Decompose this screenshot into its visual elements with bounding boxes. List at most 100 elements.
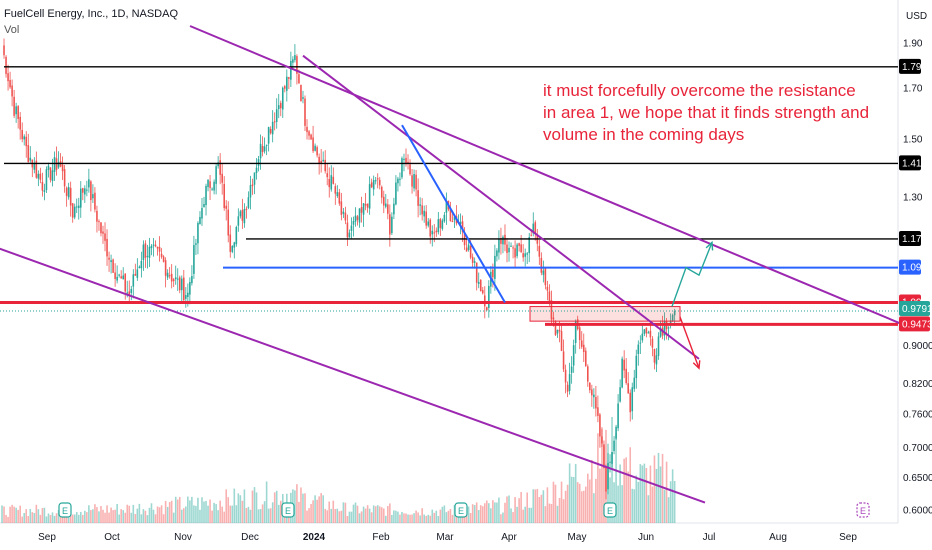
time-axis: Sep Oct Nov Dec 2024 Feb Mar Apr May Jun Jul Aug Sep… (38, 502, 870, 543)
candle-body (47, 165, 50, 170)
candle-body (183, 277, 185, 301)
candle-body (352, 221, 355, 225)
volume-bar (90, 510, 92, 523)
volume-bar (667, 497, 670, 523)
volume-bar (261, 504, 264, 523)
volume-bar (53, 515, 56, 523)
candle-body (116, 276, 118, 281)
candle-body (223, 183, 225, 209)
candle-body (520, 244, 522, 253)
candle-body (403, 158, 405, 161)
candle-body (370, 182, 373, 188)
volume-bar (631, 488, 634, 523)
volume-bar (411, 514, 413, 523)
level-price-label (899, 230, 921, 246)
price-tick-label: 1.90 (903, 39, 923, 50)
candle-body (316, 147, 318, 156)
candle-body (215, 166, 217, 184)
volume-bar (570, 476, 573, 523)
volume-bar (615, 433, 617, 523)
candle-body (176, 278, 179, 280)
candle-body (53, 157, 56, 172)
volume-bar (407, 514, 409, 523)
volume-bar (637, 481, 640, 523)
volume-bar (296, 484, 298, 523)
volume-bar (595, 478, 597, 523)
volume-bar (360, 511, 363, 523)
volume-bar (342, 502, 345, 523)
volume-bar (88, 505, 90, 523)
candle-body (411, 175, 413, 187)
candle-body (627, 383, 629, 394)
candle-body (643, 329, 646, 334)
candle-body (39, 173, 42, 180)
volume-bar (629, 447, 632, 523)
volume-bar (330, 508, 333, 523)
candle-body (106, 238, 108, 257)
volume-bar (138, 503, 141, 523)
volume-bar (96, 507, 98, 523)
candle-body (346, 222, 349, 238)
volume-bar (25, 509, 28, 523)
candle-body (405, 157, 407, 165)
candle-body (284, 86, 286, 89)
candle-body (524, 253, 526, 257)
volume-bar (508, 495, 510, 523)
candle-body (356, 216, 359, 221)
candle-body (277, 105, 280, 110)
volume-bar (27, 516, 30, 523)
volume-bar (477, 510, 480, 523)
volume-bar (265, 481, 268, 523)
candle-body (304, 98, 306, 126)
level-price-text: 1.41 (902, 158, 922, 169)
candle-body (550, 300, 553, 320)
volume-bar (140, 514, 143, 523)
volume-bar (481, 506, 484, 523)
candle-body (556, 329, 559, 334)
candle-body (532, 223, 535, 234)
candle-body (477, 281, 480, 284)
candle-body (526, 253, 528, 255)
volume-bar (665, 461, 668, 523)
candle-body (138, 266, 141, 269)
candle-body (229, 234, 232, 252)
volume-bar (471, 504, 474, 523)
candle-body (126, 292, 129, 294)
volume-bar (215, 504, 217, 523)
volume-bar (304, 493, 306, 523)
volume-bar (116, 504, 118, 523)
earnings-badge (454, 502, 468, 518)
candle-body (294, 55, 296, 61)
volume-bar (213, 502, 215, 523)
time-tick-label: Oct (104, 532, 120, 543)
volume-bar (405, 513, 407, 523)
volume-bar (154, 514, 157, 523)
volume-bar (207, 505, 209, 523)
volume-bar (172, 512, 175, 523)
candle-body (328, 178, 331, 188)
candle-body (130, 288, 133, 293)
volume-bar (427, 514, 430, 523)
volume-bar (417, 512, 419, 523)
volume-bar (362, 506, 365, 523)
volume-bar (235, 505, 238, 523)
candle-body (564, 369, 567, 383)
candle-body (94, 192, 96, 210)
drawn-lines (0, 25, 901, 504)
volume-bar (385, 515, 387, 523)
volume-bar (71, 514, 74, 523)
candle-body (259, 143, 262, 159)
volume-bar (538, 497, 541, 523)
candle-body (475, 262, 478, 283)
candle-body (118, 274, 120, 276)
volume-bar (94, 504, 96, 523)
candle-body (23, 136, 26, 140)
volume-bar (219, 500, 221, 523)
volume-bar (576, 482, 579, 523)
volume-bar (185, 506, 187, 523)
candle-body (425, 211, 427, 226)
candle-body (391, 216, 393, 234)
candle-body (332, 176, 335, 184)
candle-body (639, 342, 642, 344)
